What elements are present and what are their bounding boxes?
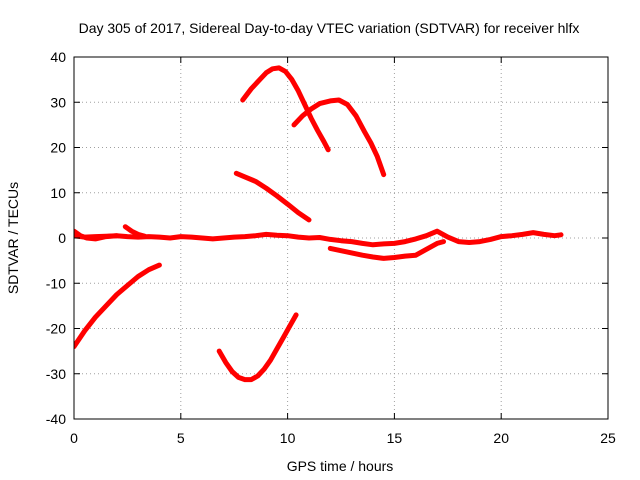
x-tick-label: 20 bbox=[493, 430, 509, 446]
y-tick-label: -10 bbox=[46, 275, 66, 291]
series-line-trough bbox=[216, 312, 299, 383]
series-line-rising-line bbox=[74, 262, 162, 350]
y-tick-label: 30 bbox=[50, 94, 66, 110]
series-line-descending-arc bbox=[233, 170, 312, 223]
series-line-lower-branch bbox=[327, 239, 446, 261]
y-tick-label: 0 bbox=[58, 230, 66, 246]
series-line-baseline-main bbox=[74, 228, 564, 248]
y-tick-label: -20 bbox=[46, 321, 66, 337]
x-tick-label: 25 bbox=[600, 430, 616, 446]
y-tick-label: 10 bbox=[50, 185, 66, 201]
y-tick-label: -40 bbox=[46, 411, 66, 427]
series-line-spike-2.5h bbox=[122, 224, 147, 239]
x-tick-label: 5 bbox=[177, 430, 185, 446]
x-tick-label: 0 bbox=[70, 430, 78, 446]
x-axis-label: GPS time / hours bbox=[287, 458, 394, 474]
x-tick-label: 15 bbox=[387, 430, 403, 446]
y-axis-label: SDTVAR / TECUs bbox=[5, 182, 21, 294]
chart-title: Day 305 of 2017, Sidereal Day-to-day VTE… bbox=[79, 20, 580, 36]
axis-ticks: 0 5 10 15 20 25 -40 -30 -20 -10 0 10 20 30 40 bbox=[46, 49, 616, 446]
y-tick-label: -30 bbox=[46, 366, 66, 382]
series-line-arc-mid bbox=[291, 97, 387, 178]
series-group bbox=[74, 65, 564, 383]
series-line-baseline-early bbox=[74, 228, 120, 242]
y-tick-label: 20 bbox=[50, 140, 66, 156]
y-tick-label: 40 bbox=[50, 49, 66, 65]
series-line-arc-high bbox=[240, 65, 331, 153]
x-tick-label: 10 bbox=[280, 430, 296, 446]
